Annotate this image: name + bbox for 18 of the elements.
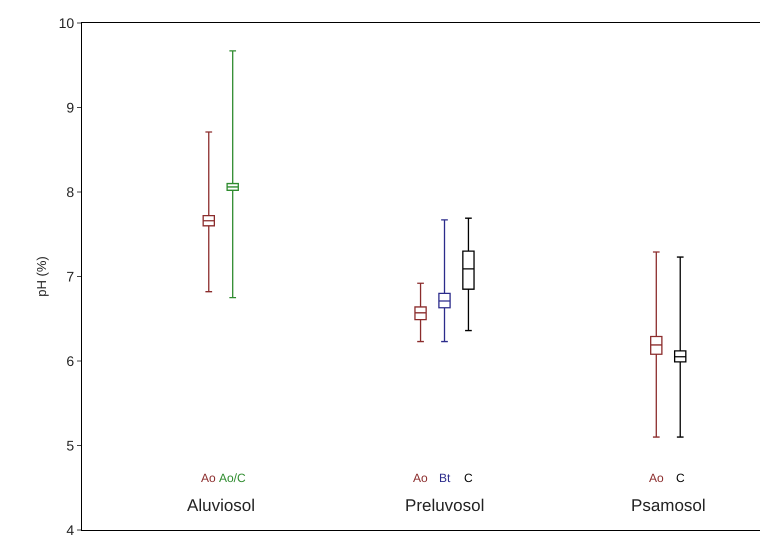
text: Ao/C <box>219 471 246 485</box>
y-tick-label: 9 <box>66 99 74 116</box>
x-tick-label: Aluviosol <box>187 496 256 515</box>
y-tick-label: 6 <box>66 352 74 369</box>
y-tick-label: 4 <box>66 522 74 538</box>
text: C <box>464 471 473 485</box>
y-tick-label: 5 <box>66 437 74 454</box>
x-tick-label: Psamosol <box>631 496 706 515</box>
text: C <box>676 471 685 485</box>
text: Ao <box>413 471 428 485</box>
text: Ao <box>649 471 664 485</box>
y-tick-label: 10 <box>58 14 74 31</box>
y-tick-label: 8 <box>66 184 74 200</box>
text: Bt <box>439 471 452 485</box>
text: Ao <box>201 471 216 485</box>
y-tick-label: 7 <box>66 268 74 284</box>
x-tick-label: Preluvosol <box>405 496 484 515</box>
y-axis-title: pH (%) <box>34 256 49 297</box>
